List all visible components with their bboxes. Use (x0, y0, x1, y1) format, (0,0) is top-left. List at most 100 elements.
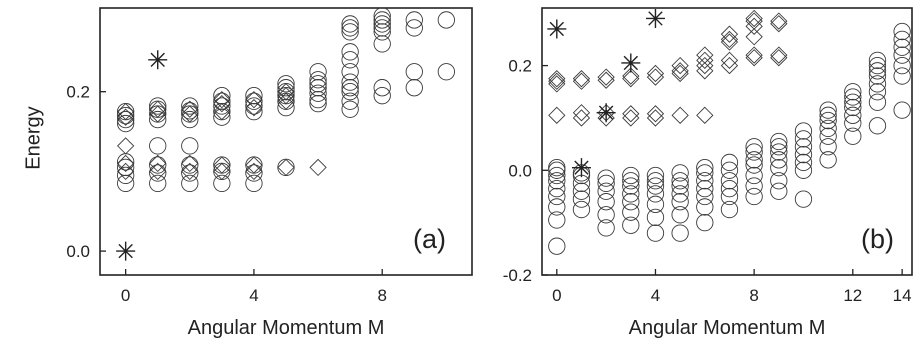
circle-marker (149, 137, 167, 155)
circle-marker (794, 122, 813, 140)
circle-marker (745, 187, 763, 206)
y-tick-label: -0.2 (503, 266, 532, 285)
circle-marker (373, 19, 391, 37)
circle-marker (245, 97, 263, 115)
diamond-marker (622, 109, 640, 127)
circle-marker (341, 51, 359, 69)
circle-marker (671, 185, 689, 203)
circle-marker (893, 56, 911, 75)
diamond-marker (745, 28, 763, 46)
diamond-marker (770, 15, 788, 33)
circle-marker (671, 177, 689, 195)
star-marker (148, 50, 168, 70)
circle-marker (181, 110, 199, 129)
y-axis-label: Energy (22, 106, 44, 169)
circle-marker (794, 138, 813, 156)
circle-marker (245, 164, 263, 182)
circle-marker (309, 71, 327, 89)
circle-marker (770, 143, 788, 161)
circle-marker (844, 114, 862, 132)
circle-marker (341, 19, 359, 37)
circle-marker (794, 153, 813, 172)
circle-marker (309, 79, 327, 97)
diamond-marker (213, 102, 231, 121)
circle-marker (149, 174, 167, 192)
circle-marker (548, 237, 566, 255)
circle-marker (646, 177, 665, 195)
circle-marker (405, 19, 423, 37)
star-marker (596, 103, 616, 123)
circle-marker (181, 156, 199, 174)
diamond-marker (622, 70, 640, 88)
diamond-marker (548, 70, 566, 88)
circle-marker (548, 159, 566, 177)
circle-marker (149, 164, 167, 182)
marker-layer (116, 8, 455, 261)
diamond-marker (622, 67, 640, 85)
circle-marker (341, 92, 359, 110)
circle-marker (819, 106, 837, 124)
circle-marker (868, 62, 887, 80)
x-tick-label: 4 (651, 286, 660, 305)
circle-marker (341, 15, 359, 33)
y-tick-label: 0.0 (508, 161, 532, 180)
x-tick-label: 12 (843, 286, 862, 305)
circle-marker (868, 67, 887, 85)
circle-marker (819, 127, 837, 145)
circle-marker (572, 182, 591, 200)
circle-marker (597, 174, 615, 193)
circle-marker (181, 102, 199, 120)
circle-marker (745, 156, 763, 174)
diamond-marker (117, 162, 135, 181)
circle-marker (213, 97, 231, 115)
circle-marker (868, 56, 887, 75)
circle-marker (868, 51, 887, 70)
x-axis-label: Angular Momentum M (629, 317, 826, 339)
y-tick-label: 0.2 (66, 83, 90, 102)
circle-marker (277, 158, 295, 177)
marker-layer (547, 8, 911, 255)
circle-marker (622, 203, 640, 221)
diamond-marker (277, 83, 295, 101)
diamond-marker (572, 104, 591, 122)
circle-marker (341, 23, 359, 41)
circle-marker (149, 97, 167, 115)
diamond-marker (646, 109, 665, 127)
diamond-marker (572, 70, 591, 88)
circle-marker (548, 198, 566, 216)
diamond-marker (181, 154, 199, 173)
circle-marker (622, 193, 640, 211)
star-marker (547, 19, 567, 39)
diamond-marker (213, 91, 231, 109)
circle-marker (309, 63, 327, 81)
circle-marker (437, 63, 455, 81)
star-marker (645, 8, 665, 28)
diamond-marker (671, 56, 689, 75)
circle-marker (720, 172, 739, 190)
circle-marker (373, 11, 391, 29)
diamond-marker (245, 91, 263, 109)
circle-marker (405, 79, 423, 97)
diamond-marker (149, 154, 167, 173)
circle-marker (597, 182, 615, 200)
circle-marker (341, 43, 359, 61)
circle-marker (893, 38, 911, 56)
circle-marker (696, 179, 714, 198)
diamond-marker (572, 109, 591, 127)
circle-marker (671, 172, 689, 190)
circle-marker (245, 87, 263, 105)
x-tick-label: 8 (749, 286, 758, 305)
circle-marker (548, 211, 566, 229)
circle-marker (373, 79, 391, 97)
circle-marker (181, 137, 199, 155)
circle-marker (844, 88, 862, 106)
circle-marker (213, 108, 231, 126)
circle-marker (213, 174, 231, 192)
circle-marker (597, 219, 615, 237)
circle-marker (671, 164, 689, 182)
circle-marker (309, 91, 327, 109)
diamond-marker (181, 100, 199, 118)
circle-marker (149, 156, 167, 174)
circle-marker (373, 15, 391, 33)
circle-marker (309, 84, 327, 102)
